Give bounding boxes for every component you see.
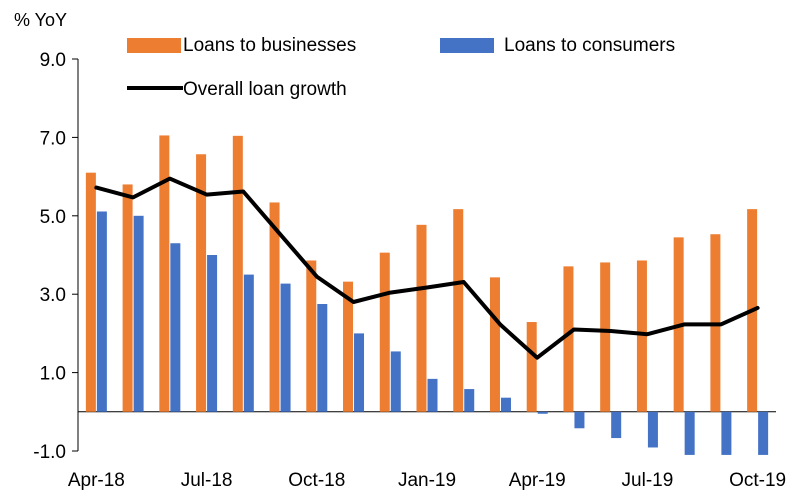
bar-loans-to-businesses (453, 209, 464, 412)
bar-loans-to-consumers (427, 378, 438, 412)
bar-loans-to-consumers (611, 411, 622, 439)
bar-loans-to-consumers (390, 351, 401, 412)
legend-label: Loans to consumers (504, 35, 675, 56)
bar-loans-to-businesses (563, 266, 574, 412)
y-tick-label: 5.0 (40, 207, 66, 228)
legend: Loans to businesses Loans to consumers Ove… (127, 35, 675, 100)
x-tick-label: Jan-19 (398, 470, 456, 491)
bar-loans-to-consumers (96, 211, 107, 412)
bar-loans-to-businesses (232, 135, 243, 412)
bar-loans-to-consumers (243, 274, 254, 412)
bar-loans-to-consumers (684, 411, 695, 455)
legend-label: Overall loan growth (183, 79, 347, 100)
bar-loans-to-consumers (280, 283, 291, 412)
legend-label: Loans to businesses (183, 35, 356, 56)
bar-loans-to-businesses (122, 184, 133, 412)
y-tick-label: -1.0 (33, 442, 66, 463)
bar-loans-to-consumers (500, 397, 511, 412)
bar-loans-to-consumers (317, 304, 328, 412)
bar-loans-to-consumers (354, 333, 365, 412)
bar-loans-to-businesses (85, 172, 96, 412)
bar-loans-to-businesses (600, 262, 611, 412)
bar-loans-to-businesses (196, 154, 207, 412)
bar-loans-to-businesses (489, 277, 500, 412)
bar-loans-to-consumers (133, 215, 144, 412)
bar-loans-to-consumers (758, 411, 769, 455)
legend-swatch (440, 38, 494, 53)
y-tick-label: 1.0 (40, 364, 66, 385)
y-tick-label: 3.0 (40, 285, 66, 306)
bar-loans-to-consumers (170, 243, 181, 412)
bar-loans-to-businesses (636, 260, 647, 412)
legend-swatch (127, 38, 181, 53)
bar-loans-to-businesses (159, 135, 170, 412)
x-tick-label: Apr-18 (68, 470, 125, 491)
bar-loans-to-consumers (574, 411, 585, 429)
x-tick-label: Oct-19 (729, 470, 786, 491)
bar-loans-to-businesses (343, 281, 354, 412)
y-axis-label: % YoY (14, 10, 67, 30)
bar-loans-to-businesses (269, 202, 280, 412)
bar-loans-to-consumers (464, 389, 475, 412)
bar-loans-to-businesses (416, 224, 427, 412)
x-tick-label: Oct-18 (288, 470, 345, 491)
y-tick-label: 9.0 (40, 50, 66, 71)
x-tick-label: Jul-18 (181, 470, 233, 491)
bar-loans-to-consumers (647, 411, 658, 448)
line-overall-loan-growth (94, 176, 760, 360)
x-tick-label: Jul-19 (622, 470, 674, 491)
bar-loans-to-businesses (306, 260, 317, 412)
y-tick-label: 7.0 (40, 128, 66, 149)
bar-loans-to-consumers (537, 411, 548, 414)
bar-loans-to-consumers (207, 255, 218, 412)
bar-loans-to-businesses (379, 252, 390, 412)
x-tick-label: Apr-19 (509, 470, 566, 491)
bar-loans-to-businesses (526, 322, 537, 412)
bar-loans-to-consumers (721, 411, 732, 455)
